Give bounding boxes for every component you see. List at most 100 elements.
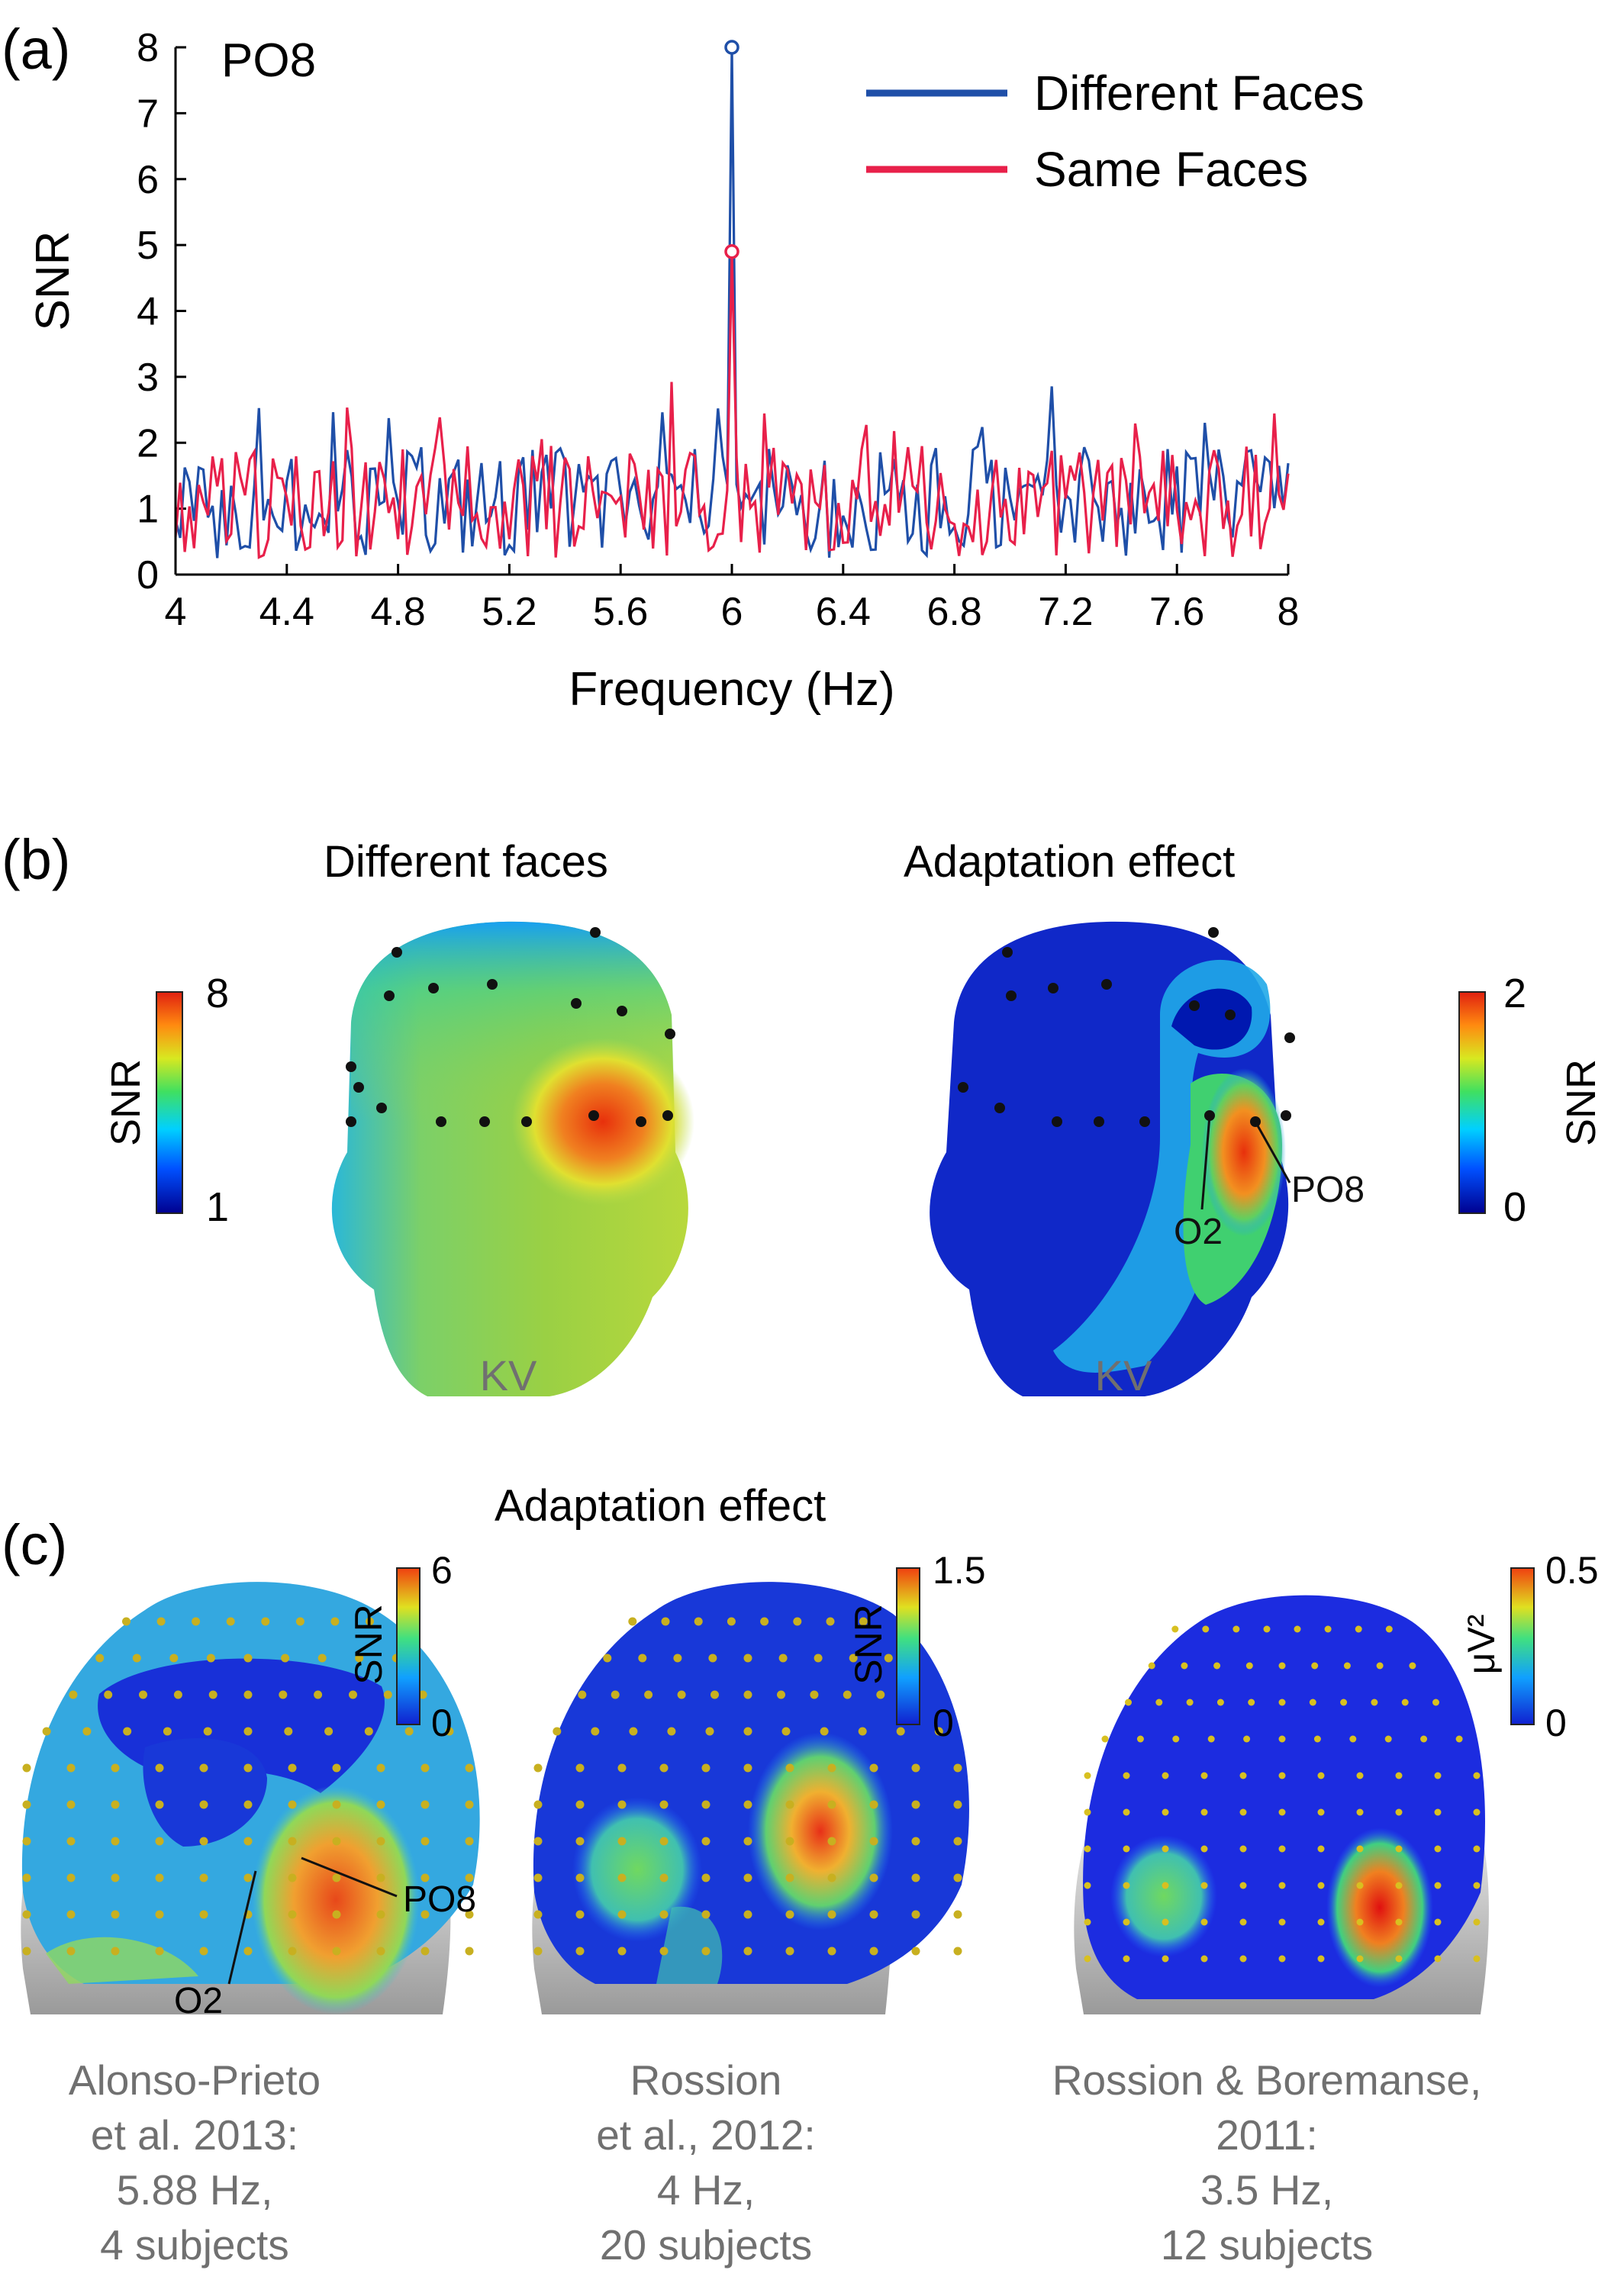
electrode-dot [1162, 1772, 1169, 1779]
electrode-dot [122, 1617, 130, 1626]
electrode-dot [465, 1873, 474, 1882]
electrode-dot [1200, 1772, 1208, 1779]
electrode-dot [1181, 1662, 1188, 1670]
electrode-dot [953, 1910, 962, 1919]
electrode-dot [1202, 1625, 1210, 1633]
electrode-dot [1455, 1735, 1463, 1743]
electrode-dot [1155, 1699, 1163, 1706]
x-tick-label: 4 [165, 590, 187, 634]
electrode-dot [418, 1690, 427, 1699]
electrode-dot [533, 1763, 543, 1773]
electrode-dot [243, 1837, 253, 1846]
electrode-dot [199, 1910, 208, 1919]
electrode-dot [708, 1654, 717, 1663]
electrode-dot [659, 1910, 669, 1919]
electrode-dot [533, 1910, 543, 1919]
electrode-dot [1371, 1699, 1378, 1706]
electrode-dot [533, 1837, 543, 1846]
electrode-dot [1232, 1625, 1240, 1633]
electrode-dot [777, 1690, 785, 1699]
electrode-dot [785, 1947, 794, 1956]
electrode-dot [1186, 1699, 1194, 1706]
electrode-dot [1317, 1772, 1325, 1779]
electrode-dot [111, 1947, 120, 1956]
electrode-dot [667, 1727, 676, 1736]
panel-b-left-title: Different faces [324, 837, 608, 887]
electrode-dot [869, 1873, 878, 1882]
electrode-dot [203, 1727, 212, 1736]
electrode-dot [366, 1617, 374, 1626]
head-map-different-faces [331, 921, 694, 1396]
electrode-dot [1434, 1955, 1442, 1963]
electrode-dot [42, 1727, 51, 1736]
electrode-dot [1123, 1808, 1130, 1816]
electrode-dot [827, 1837, 836, 1846]
panel-b-right-title: Adaptation effect [904, 837, 1236, 887]
electrode-dot [869, 1910, 878, 1919]
electrode-dot [659, 1947, 669, 1956]
electrode-dot [243, 1873, 253, 1882]
electrode-dot [243, 1800, 253, 1809]
electrode-dot [827, 1910, 836, 1919]
x-tick-label: 6.8 [926, 590, 981, 634]
panel-a-letter: (a) [2, 18, 71, 81]
c-colorbar-2-min: 0 [933, 1702, 954, 1744]
electrode-dot [1355, 1625, 1362, 1633]
electrode-dot [1473, 1845, 1481, 1853]
electrode-dot [420, 1910, 430, 1919]
panel-c-maps: O2 PO8 6 0 SNR 1.5 0 SNR 0.5 [21, 1549, 1599, 2021]
electrode-dot [1278, 1808, 1286, 1816]
electrode-dot [163, 1727, 172, 1736]
caption-line: 5.88 Hz, [116, 2166, 273, 2214]
peak-marker [724, 40, 740, 55]
electrode-dot [111, 1800, 120, 1809]
electrode-dot [332, 1910, 341, 1919]
electrode-dot [810, 1690, 819, 1699]
electrode-dot [659, 1873, 669, 1882]
electrode-dot [199, 1837, 208, 1846]
electrode-dot [896, 1727, 905, 1736]
electrode-dot [420, 1947, 430, 1956]
electrode-dot [192, 1617, 201, 1626]
electrode-dot [1148, 1662, 1155, 1670]
electrode-dot [1434, 1772, 1442, 1779]
electrode-dot [314, 1690, 323, 1699]
electrode-dot [953, 1800, 962, 1809]
electrode-dot [743, 1727, 752, 1736]
y-tick-label: 1 [137, 488, 159, 532]
electrode-dot [575, 1947, 585, 1956]
electrode-dot [1239, 1808, 1247, 1816]
electrode-dot [1084, 1845, 1091, 1853]
electrode-dot [243, 1690, 253, 1699]
electrode-dot [1349, 1735, 1357, 1743]
caption-line: 12 subjects [1160, 2221, 1374, 2269]
c-colorbar-3-max: 0.5 [1545, 1549, 1599, 1592]
left-colorbar [156, 991, 183, 1214]
electrode-dot [1278, 1662, 1286, 1670]
electrode-dot [575, 1837, 585, 1846]
electrode-dot [628, 1617, 637, 1626]
c-colorbar-2 [896, 1567, 920, 1725]
electrode-dot [1395, 1882, 1403, 1889]
electrode-dot [279, 1690, 288, 1699]
electrode-dot [1473, 1955, 1481, 1963]
panel-c-letter: (c) [2, 1513, 68, 1576]
electrode-dot [1278, 1918, 1286, 1926]
electrode-dot [617, 1763, 627, 1773]
electrode-dot [820, 1727, 829, 1736]
electrode-dot [827, 1947, 836, 1956]
electrode-dot [1162, 1882, 1169, 1889]
electrode-dot [644, 1690, 653, 1699]
electrode-dot [1376, 1662, 1384, 1670]
electrode-dot [288, 1837, 297, 1846]
electrode-dot [22, 1763, 31, 1773]
electrode-dot [22, 1837, 31, 1846]
head-map-rossion-boremanse [1074, 1595, 1489, 2014]
electrode-dot [677, 1690, 686, 1699]
electrode-dot [288, 1947, 297, 1956]
electrode-dot [243, 1947, 253, 1956]
electrode-dot [332, 1873, 341, 1882]
electrode-dot [139, 1690, 147, 1699]
electrode-dot [66, 1800, 76, 1809]
